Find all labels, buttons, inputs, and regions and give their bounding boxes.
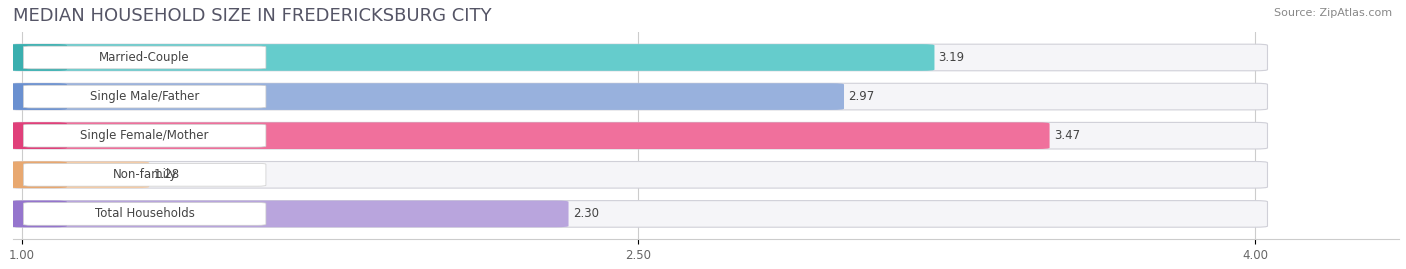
FancyBboxPatch shape xyxy=(10,161,67,188)
FancyBboxPatch shape xyxy=(10,44,1267,71)
FancyBboxPatch shape xyxy=(10,44,67,71)
FancyBboxPatch shape xyxy=(10,122,1267,149)
Text: Source: ZipAtlas.com: Source: ZipAtlas.com xyxy=(1274,8,1392,18)
FancyBboxPatch shape xyxy=(10,161,149,188)
FancyBboxPatch shape xyxy=(10,201,67,227)
FancyBboxPatch shape xyxy=(24,164,266,186)
Text: Single Female/Mother: Single Female/Mother xyxy=(80,129,209,142)
FancyBboxPatch shape xyxy=(10,122,67,149)
Text: Total Households: Total Households xyxy=(94,207,194,220)
FancyBboxPatch shape xyxy=(24,85,266,108)
Text: 2.97: 2.97 xyxy=(848,90,875,103)
FancyBboxPatch shape xyxy=(10,201,568,227)
FancyBboxPatch shape xyxy=(24,203,266,225)
Text: Non-family: Non-family xyxy=(112,168,177,181)
Text: 2.30: 2.30 xyxy=(572,207,599,220)
FancyBboxPatch shape xyxy=(24,124,266,147)
Text: Single Male/Father: Single Male/Father xyxy=(90,90,200,103)
FancyBboxPatch shape xyxy=(10,44,935,71)
Text: 3.47: 3.47 xyxy=(1053,129,1080,142)
FancyBboxPatch shape xyxy=(10,83,67,110)
FancyBboxPatch shape xyxy=(10,122,1049,149)
FancyBboxPatch shape xyxy=(10,83,1267,110)
FancyBboxPatch shape xyxy=(10,161,1267,188)
FancyBboxPatch shape xyxy=(24,46,266,69)
Text: 1.28: 1.28 xyxy=(153,168,180,181)
FancyBboxPatch shape xyxy=(10,201,1267,227)
Text: 3.19: 3.19 xyxy=(939,51,965,64)
Text: Married-Couple: Married-Couple xyxy=(100,51,190,64)
Text: MEDIAN HOUSEHOLD SIZE IN FREDERICKSBURG CITY: MEDIAN HOUSEHOLD SIZE IN FREDERICKSBURG … xyxy=(14,7,492,25)
FancyBboxPatch shape xyxy=(10,83,844,110)
